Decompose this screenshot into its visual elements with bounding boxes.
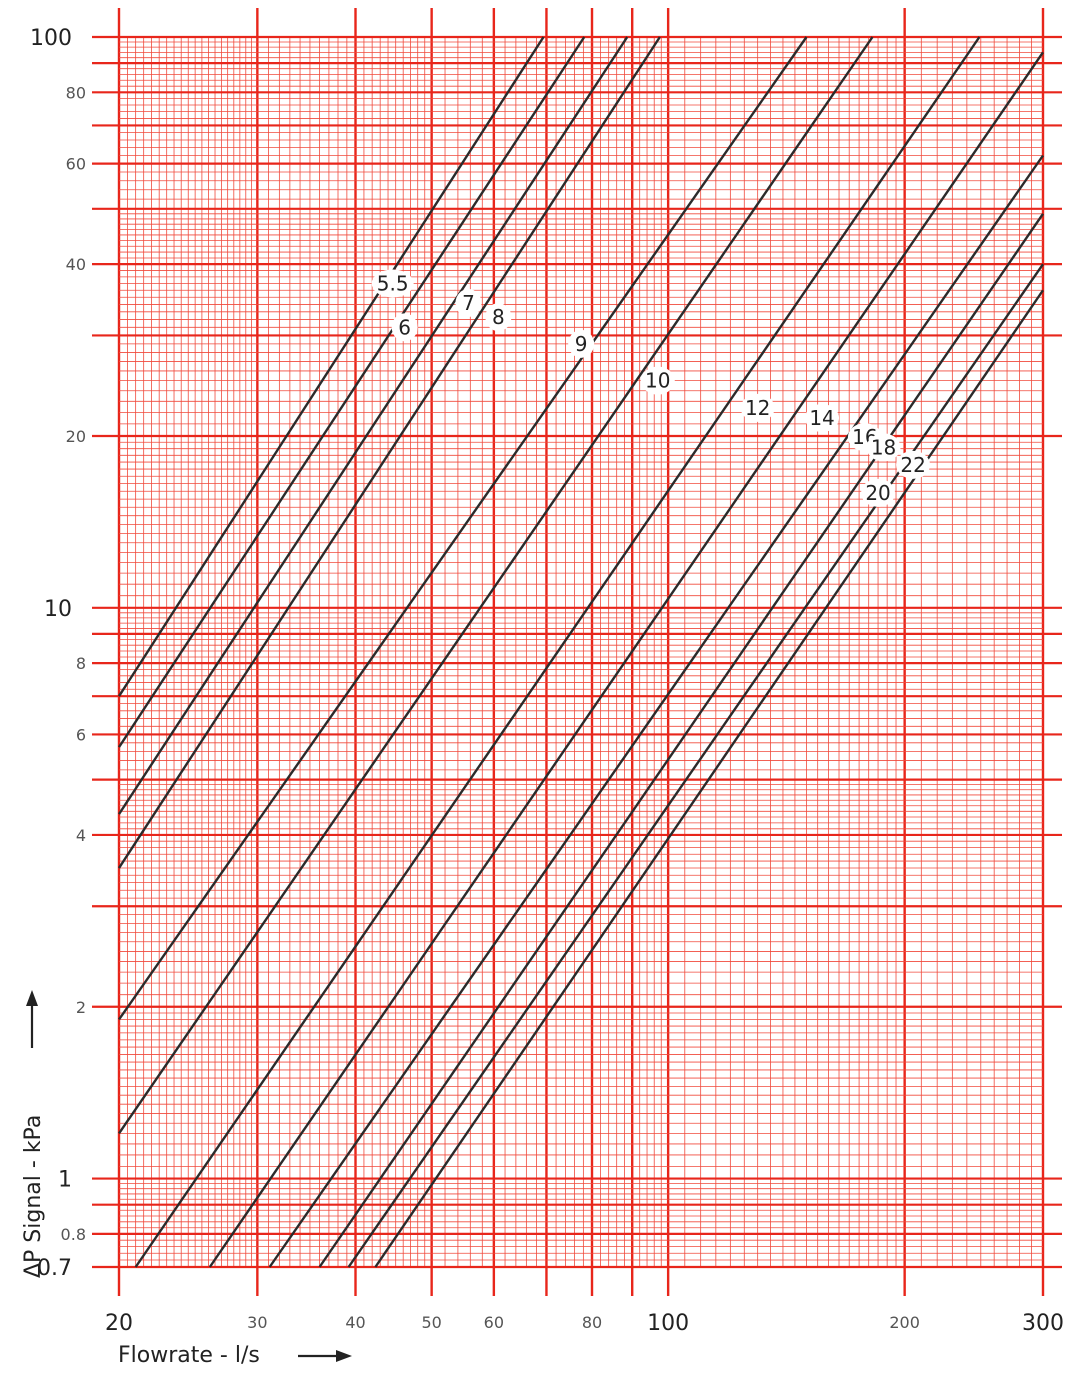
series-label-text: 20 bbox=[865, 481, 890, 505]
series-label-18: 18 bbox=[866, 433, 901, 462]
x-axis-title: Flowrate - l/s bbox=[118, 1343, 260, 1368]
y-tick-label: 100 bbox=[30, 26, 72, 51]
series-line-9 bbox=[118, 36, 808, 1021]
series-line-5-5 bbox=[117, 36, 545, 697]
series-line-20 bbox=[347, 263, 1044, 1268]
y-tick-label: 2 bbox=[76, 998, 86, 1017]
series-label-badge bbox=[861, 478, 896, 507]
series-label-10: 10 bbox=[640, 366, 675, 395]
series-label-badge bbox=[485, 303, 512, 332]
series-label-text: 14 bbox=[809, 406, 834, 430]
series-line-7 bbox=[117, 36, 629, 815]
series-label-badge bbox=[740, 393, 775, 422]
series-line-6 bbox=[117, 36, 586, 748]
x-axis-ticks: 20 30 40 50 60 80 100 200 300 bbox=[105, 1311, 1064, 1336]
y-tick-label: 8 bbox=[76, 654, 86, 673]
series-label-20: 20 bbox=[861, 478, 896, 507]
series-label-text: 8 bbox=[492, 305, 505, 329]
series-label-12: 12 bbox=[740, 393, 775, 422]
y-axis-ticks: 0.7 0.8 1 2 4 6 8 10 20 40 60 80 100 bbox=[30, 26, 86, 1281]
series-line-22 bbox=[374, 289, 1044, 1268]
series-line-10 bbox=[118, 36, 874, 1135]
series-label-badge bbox=[866, 433, 901, 462]
y-tick-label: 40 bbox=[66, 255, 86, 274]
series-label-8: 8 bbox=[485, 303, 512, 332]
y-axis-title: ΔP Signal - kPa bbox=[21, 1115, 46, 1278]
x-tick-label: 200 bbox=[889, 1313, 920, 1332]
series-label-badge bbox=[371, 269, 414, 298]
series-line-8 bbox=[117, 36, 661, 869]
series-label-text: 22 bbox=[900, 453, 925, 477]
x-tick-label: 30 bbox=[247, 1313, 267, 1332]
series-label-badge bbox=[805, 404, 840, 433]
x-tick-label: 40 bbox=[345, 1313, 365, 1332]
x-axis-arrow bbox=[298, 1350, 352, 1362]
series-label-6: 6 bbox=[391, 313, 418, 342]
y-tick-label: 1 bbox=[58, 1168, 72, 1193]
y-tick-label: 60 bbox=[66, 155, 86, 174]
y-tick-label: 80 bbox=[66, 83, 86, 102]
chart-curves bbox=[117, 36, 1044, 1268]
series-label-text: 9 bbox=[575, 332, 588, 356]
series-label-badge bbox=[455, 288, 482, 317]
series-line-16 bbox=[268, 154, 1044, 1268]
x-tick-label: 300 bbox=[1022, 1311, 1064, 1336]
series-label-badge bbox=[640, 366, 675, 395]
chart-grid bbox=[92, 8, 1062, 1296]
y-tick-label: 4 bbox=[76, 826, 86, 845]
series-label-9: 9 bbox=[568, 329, 595, 358]
series-label-7: 7 bbox=[455, 288, 482, 317]
y-tick-label: 10 bbox=[44, 597, 72, 622]
series-label-text: 18 bbox=[871, 435, 896, 459]
x-tick-label: 20 bbox=[105, 1311, 133, 1336]
series-label-badge bbox=[568, 329, 595, 358]
series-label-text: 12 bbox=[745, 396, 770, 420]
x-tick-label: 60 bbox=[484, 1313, 504, 1332]
series-label-badge bbox=[391, 313, 418, 342]
series-line-14 bbox=[208, 51, 1044, 1268]
series-label-badge bbox=[896, 450, 931, 479]
x-tick-label: 100 bbox=[647, 1311, 689, 1336]
series-label-text: 10 bbox=[645, 369, 670, 393]
y-tick-label: 0.8 bbox=[61, 1225, 86, 1244]
y-tick-label: 20 bbox=[66, 427, 86, 446]
y-tick-label: 6 bbox=[76, 725, 86, 744]
series-line-12 bbox=[134, 36, 981, 1268]
series-line-18 bbox=[318, 213, 1044, 1268]
series-label-5-5: 5.5 bbox=[371, 269, 414, 298]
series-label-text: 7 bbox=[462, 291, 475, 315]
y-tick-label: 0.7 bbox=[37, 1256, 72, 1281]
series-label-14: 14 bbox=[805, 404, 840, 433]
series-label-text: 5.5 bbox=[377, 271, 409, 295]
y-axis-arrow bbox=[26, 990, 38, 1048]
series-label-22: 22 bbox=[896, 450, 931, 479]
x-tick-label: 80 bbox=[582, 1313, 602, 1332]
x-tick-label: 50 bbox=[421, 1313, 441, 1332]
series-label-text: 6 bbox=[398, 315, 411, 339]
